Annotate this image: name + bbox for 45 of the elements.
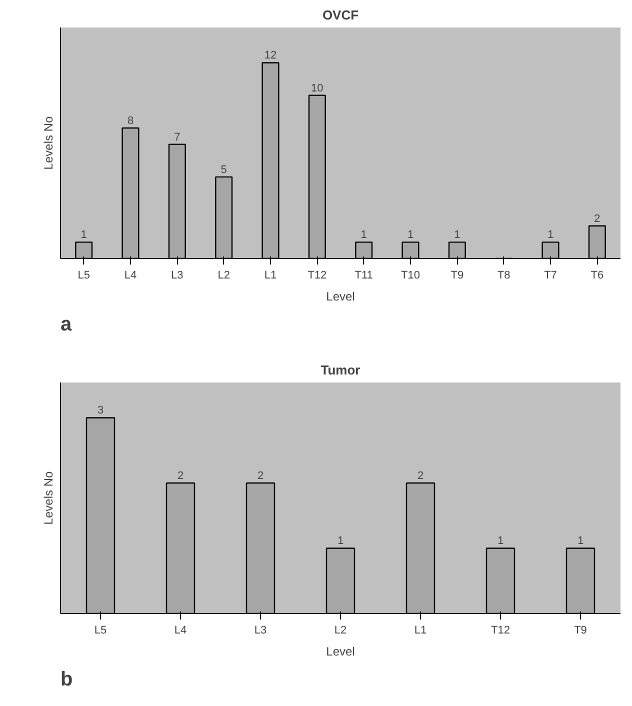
data-label: 10	[311, 82, 324, 94]
data-label: 12	[264, 50, 277, 62]
chart-title: OVCF	[322, 8, 359, 22]
data-label: 1	[497, 535, 504, 548]
data-label: 1	[337, 535, 344, 548]
data-label: 3	[97, 404, 104, 417]
data-label: 2	[177, 470, 184, 482]
x-tick-label: T11	[354, 270, 373, 282]
data-label: 2	[257, 470, 264, 482]
x-axis-title: Level	[326, 644, 355, 658]
x-tick-label: T9	[574, 624, 587, 636]
data-label: 1	[407, 229, 414, 242]
text: b	[60, 668, 73, 690]
data-label: 5	[220, 164, 227, 176]
data-label: 1	[577, 535, 584, 548]
x-tick-label: T12	[308, 270, 327, 282]
data-label: 2	[594, 212, 600, 225]
data-label: 8	[127, 114, 134, 127]
y-axis-title: Levels No	[42, 470, 56, 525]
x-tick-label: L4	[124, 270, 137, 282]
data-label: 1	[547, 229, 554, 242]
data-label: 1	[360, 229, 367, 242]
x-tick-label: L3	[171, 270, 184, 282]
x-tick-label: T10	[401, 270, 420, 282]
x-tick-label: T8	[497, 270, 510, 282]
x-tick-label: L1	[264, 270, 277, 282]
data-label: 1	[80, 229, 87, 242]
x-tick-label: L2	[334, 624, 347, 636]
x-tick-label: L5	[94, 624, 107, 636]
x-tick-label: T9	[450, 270, 464, 282]
x-tick-label: T12	[491, 624, 510, 636]
x-tick-label: L3	[254, 624, 267, 636]
x-tick-label: L4	[174, 624, 187, 636]
data-label: 2	[417, 470, 424, 482]
x-tick-label: T7	[544, 270, 557, 282]
x-tick-label: T6	[590, 270, 604, 282]
y-axis-title: Levels No	[42, 116, 56, 170]
chart-title: Tumor	[320, 362, 360, 378]
x-axis-title: Level	[326, 290, 355, 304]
x-tick-label: L5	[78, 270, 90, 282]
text: a	[60, 314, 72, 336]
x-tick-label: L1	[414, 624, 427, 636]
data-label: 1	[454, 229, 460, 242]
data-label: 7	[174, 131, 180, 144]
x-tick-label: L2	[218, 270, 230, 282]
